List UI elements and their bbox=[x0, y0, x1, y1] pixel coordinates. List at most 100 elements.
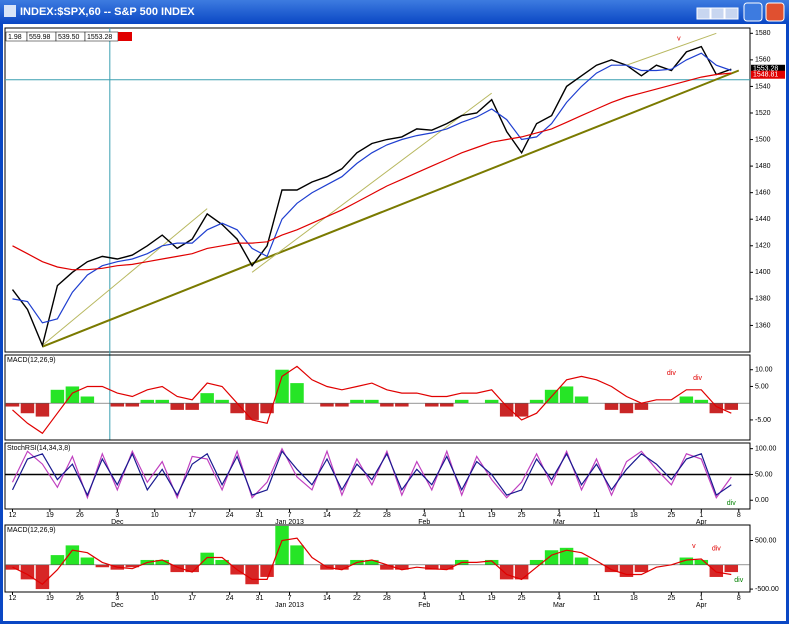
histogram-bar bbox=[544, 550, 559, 565]
trendline bbox=[42, 69, 740, 348]
month-label: Jan 2013 bbox=[275, 519, 304, 526]
histogram-bar bbox=[454, 399, 469, 404]
histogram-bar bbox=[694, 559, 709, 565]
info-change bbox=[118, 32, 132, 41]
y-tick-label: 1560 bbox=[755, 57, 771, 64]
x-tick-label: 10 bbox=[151, 512, 159, 519]
histogram-bar bbox=[335, 403, 349, 407]
histogram-bar bbox=[380, 564, 394, 570]
x-tick-label: 18 bbox=[630, 512, 638, 519]
histogram-bar bbox=[170, 564, 184, 573]
last-value-box bbox=[751, 70, 785, 79]
month-label: Mar bbox=[553, 602, 566, 609]
panel-frame bbox=[4, 524, 751, 593]
panel-label: MACD(12,26,9) bbox=[7, 357, 56, 364]
x-tick-label: 28 bbox=[383, 512, 391, 519]
histogram-bar bbox=[95, 564, 110, 568]
chart-area bbox=[3, 24, 786, 621]
histogram-bar bbox=[80, 396, 95, 404]
histogram-bar bbox=[185, 403, 199, 410]
button-a[interactable] bbox=[696, 7, 711, 20]
histogram-bar bbox=[559, 547, 574, 565]
x-tick-label: 11 bbox=[458, 595, 465, 602]
histogram-bar bbox=[679, 557, 694, 565]
x-tick-label: 12 bbox=[9, 595, 17, 602]
histogram-bar bbox=[35, 564, 50, 590]
x-tick-label: 11 bbox=[593, 512, 600, 519]
histogram-bar bbox=[619, 564, 634, 577]
histogram-bar bbox=[380, 403, 394, 407]
y-tick-label: 500.00 bbox=[755, 537, 777, 544]
x-tick-label: 31 bbox=[256, 595, 264, 602]
x-tick-label: 1 bbox=[699, 512, 703, 519]
button-c[interactable] bbox=[724, 7, 739, 20]
histogram-bar bbox=[155, 399, 169, 404]
histogram-bar bbox=[320, 403, 334, 407]
annotation: v bbox=[692, 543, 696, 550]
histogram-bar bbox=[440, 403, 454, 407]
x-tick-label: 17 bbox=[188, 512, 196, 519]
histogram-bar bbox=[499, 403, 514, 417]
annotation: v bbox=[677, 35, 681, 42]
y-tick-label: 1460 bbox=[755, 189, 771, 196]
month-label: Mar bbox=[553, 519, 566, 526]
x-tick-label: 25 bbox=[667, 512, 675, 519]
histogram-bar bbox=[559, 386, 574, 404]
month-label: Dec bbox=[111, 602, 124, 609]
x-tick-label: 4 bbox=[557, 595, 561, 602]
panel-frame bbox=[4, 354, 751, 441]
trendline bbox=[626, 32, 717, 66]
info-value: 539.50 bbox=[58, 34, 80, 41]
histogram-bar bbox=[50, 389, 65, 404]
histogram-bar bbox=[35, 403, 50, 417]
x-tick-label: 8 bbox=[737, 595, 741, 602]
y-tick-label: 1500 bbox=[755, 136, 771, 143]
histogram-bar bbox=[634, 564, 649, 573]
histogram-bar bbox=[260, 403, 274, 414]
histogram-bar bbox=[140, 399, 154, 404]
y-tick-label: 0.00 bbox=[755, 497, 769, 504]
histogram-bar bbox=[365, 559, 379, 565]
histogram-bar bbox=[529, 399, 544, 404]
histogram-bar bbox=[125, 403, 140, 407]
annotation: div bbox=[712, 546, 721, 553]
histogram-bar bbox=[230, 403, 244, 414]
histogram-bar bbox=[185, 564, 199, 573]
histogram-bar bbox=[574, 396, 589, 404]
info-value: 1553.28 bbox=[87, 34, 112, 41]
histogram-bar bbox=[290, 383, 304, 404]
x-tick-label: 25 bbox=[518, 512, 526, 519]
histogram-bar bbox=[125, 564, 140, 568]
macd-line bbox=[12, 537, 732, 585]
histogram-bar bbox=[350, 399, 364, 404]
histogram-bar bbox=[604, 564, 619, 573]
y-tick-label: -5.00 bbox=[755, 417, 771, 424]
x-tick-label: 3 bbox=[115, 595, 119, 602]
x-tick-label: 11 bbox=[593, 595, 600, 602]
minimize-button[interactable] bbox=[743, 2, 763, 22]
y-tick-label: 1360 bbox=[755, 322, 771, 329]
histogram-bar bbox=[170, 403, 184, 410]
button-b[interactable] bbox=[710, 7, 725, 20]
histogram-bar bbox=[484, 559, 499, 565]
month-label: Apr bbox=[696, 519, 708, 526]
histogram-bar bbox=[245, 403, 259, 420]
close-button[interactable] bbox=[765, 2, 785, 22]
histogram-bar bbox=[5, 403, 20, 407]
histogram-bar bbox=[634, 403, 649, 410]
histogram-bar bbox=[335, 564, 349, 570]
histogram-bar bbox=[724, 403, 739, 410]
window-icon bbox=[4, 5, 16, 17]
x-tick-label: 28 bbox=[383, 595, 391, 602]
y-tick-label: 1440 bbox=[755, 216, 771, 223]
histogram-bar bbox=[200, 393, 214, 404]
y-tick-label: 50.00 bbox=[755, 471, 773, 478]
trendline bbox=[251, 92, 492, 273]
x-tick-label: 8 bbox=[737, 512, 741, 519]
x-tick-label: 3 bbox=[115, 512, 119, 519]
histogram-bar bbox=[395, 403, 409, 407]
histogram-bar bbox=[365, 399, 379, 404]
x-tick-label: 4 bbox=[557, 512, 561, 519]
histogram-bar bbox=[65, 545, 80, 565]
histogram-bar bbox=[679, 396, 694, 404]
